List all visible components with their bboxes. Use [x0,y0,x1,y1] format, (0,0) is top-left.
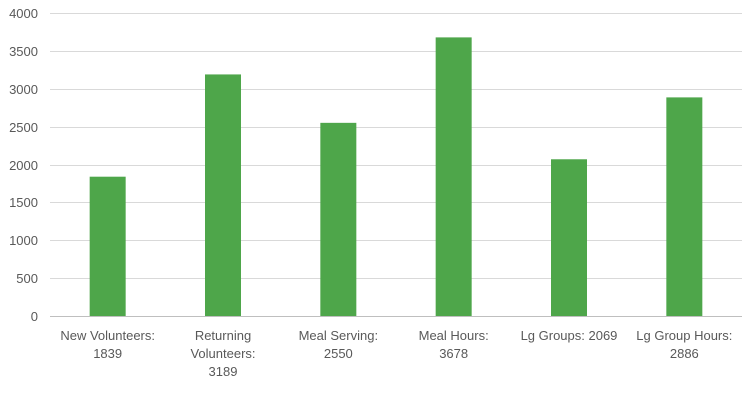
y-tick-label: 4000 [9,6,38,21]
y-axis-tick-labels: 0 500 1000 1500 2000 2500 3000 3500 4000 [9,6,38,324]
category-label-line: 3189 [209,364,238,379]
bar [205,74,241,316]
bar [320,122,357,317]
category-label-line: Lg Group Hours: [636,328,732,343]
bars [89,37,703,317]
category-label-line: 2886 [670,346,699,361]
category-label-line: Lg Groups: 2069 [521,328,618,343]
category-label: Meal Hours: 3678 [419,328,489,361]
category-label-line: Volunteers: [190,346,255,361]
y-tick-label: 3000 [9,82,38,97]
bar [551,159,587,316]
category-label-line: New Volunteers: [60,328,155,343]
category-label: Lg Group Hours: 2886 [636,328,732,361]
category-label: Meal Serving: 2550 [299,328,378,361]
category-label-line: Returning [195,328,251,343]
gridlines [50,13,742,279]
category-label: Lg Groups: 2069 [521,328,618,343]
y-tick-label: 1500 [9,195,38,210]
bar [89,176,126,316]
category-label-line: Meal Hours: [419,328,489,343]
category-label-line: 1839 [93,346,122,361]
y-tick-label: 500 [16,271,38,286]
y-tick-label: 0 [31,309,38,324]
bar [666,97,703,316]
y-tick-label: 1000 [9,233,38,248]
y-tick-label: 2000 [9,158,38,173]
y-tick-label: 3500 [9,44,38,59]
category-label: New Volunteers: 1839 [60,328,155,361]
y-tick-label: 2500 [9,120,38,135]
category-label-line: 2550 [324,346,353,361]
bar [435,37,472,316]
x-axis-category-labels: New Volunteers: 1839 Returning Volunteers: 3… [60,328,732,379]
category-label-line: Meal Serving: [299,328,378,343]
category-label-line: 3678 [439,346,468,361]
category-label: Returning Volunteers: 3189 [190,328,255,379]
